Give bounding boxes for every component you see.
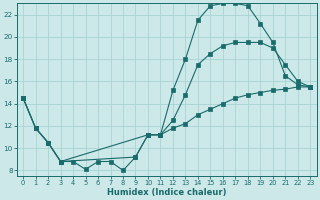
X-axis label: Humidex (Indice chaleur): Humidex (Indice chaleur) [107,188,227,197]
